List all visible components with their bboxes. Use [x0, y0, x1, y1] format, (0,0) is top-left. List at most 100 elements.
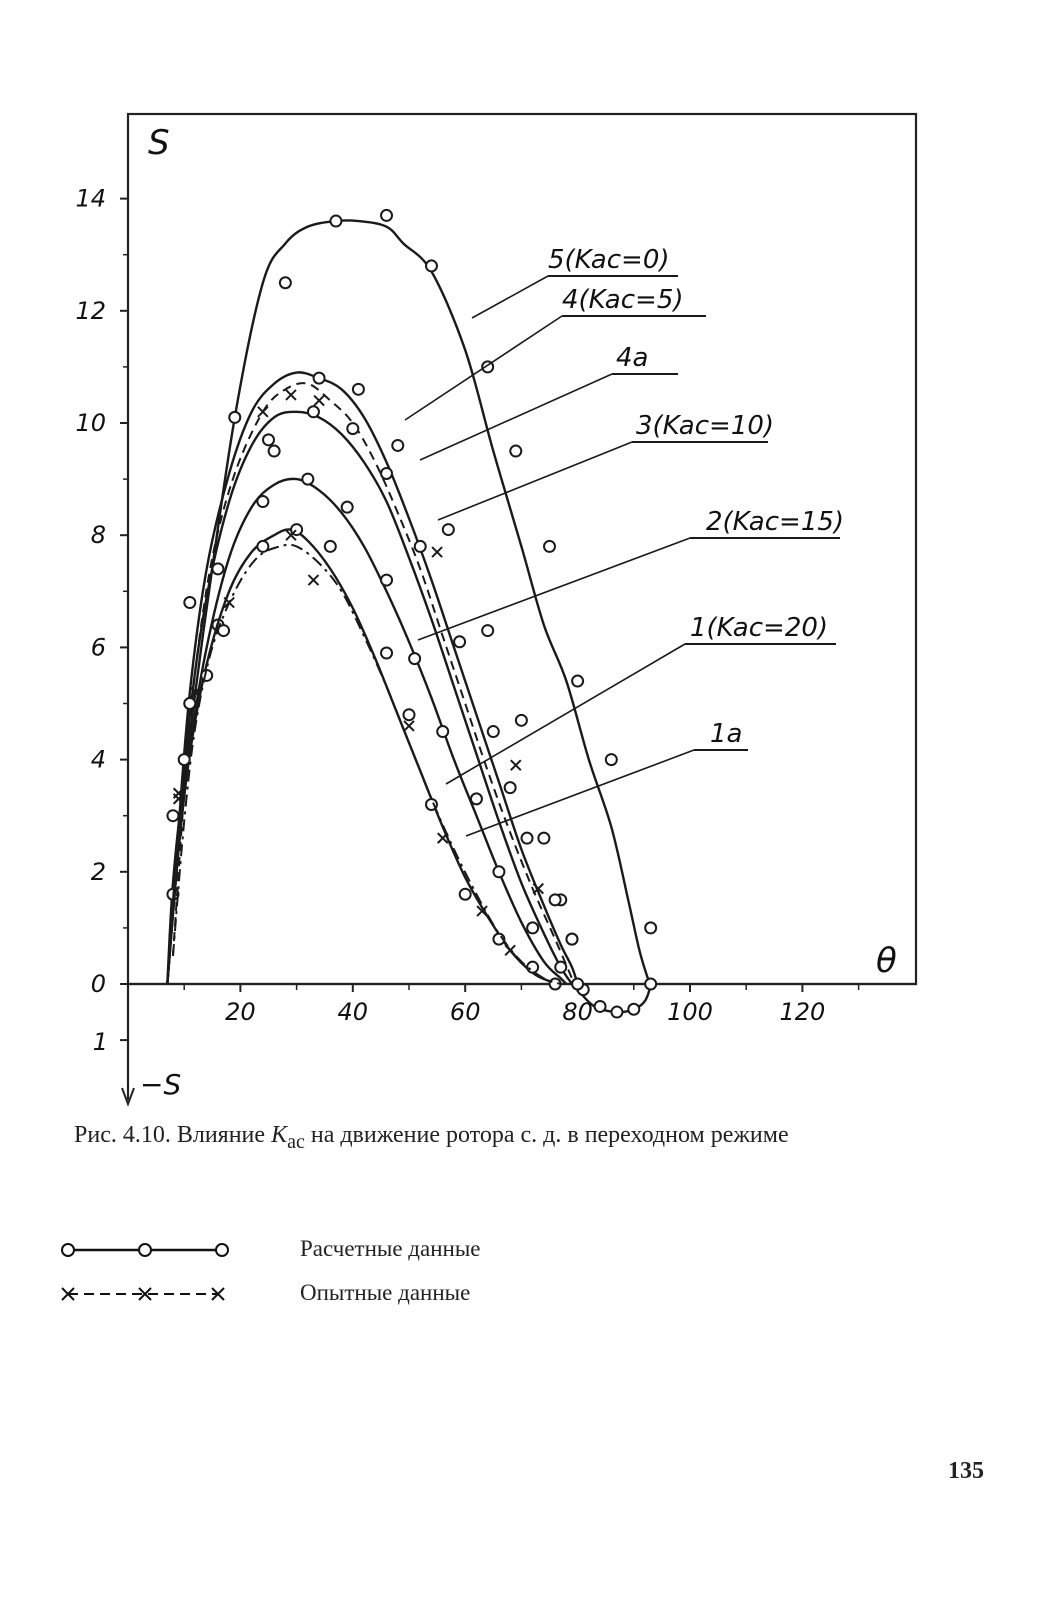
- series-label: 4(Kac=5): [562, 285, 684, 315]
- y-tick-label: 10: [75, 409, 106, 437]
- series-label: 1(Kac=20): [690, 613, 828, 643]
- series-label: 3(Kac=10): [636, 411, 774, 441]
- data-point-circle: [262, 433, 275, 447]
- data-point-circle: [492, 865, 506, 879]
- x-tick-label: 80: [562, 998, 593, 1026]
- data-point-circle: [413, 539, 427, 553]
- legend-computed-label: Расчетные данные: [300, 1236, 481, 1261]
- data-point-cross: [223, 596, 235, 609]
- data-point-cross: [431, 546, 443, 558]
- chart-frame: [121, 112, 918, 1107]
- figure-caption: Рис. 4.10. Влияние Kас на движение ротор…: [74, 1122, 789, 1154]
- data-point-circle: [441, 523, 455, 537]
- series-label: 2(Kac=15): [706, 507, 844, 537]
- data-point-circle: [509, 444, 523, 458]
- series-leader-line: [445, 643, 686, 785]
- data-point-circle: [537, 831, 551, 845]
- series-line: [171, 543, 562, 985]
- cross-dash-icon: [61, 1287, 225, 1301]
- series-label: 4a: [616, 343, 648, 373]
- data-point-circle: [526, 960, 540, 974]
- chart-series: [166, 208, 658, 1019]
- series-leader-line: [419, 373, 613, 461]
- y-tick-label: 0: [91, 970, 106, 998]
- x-tick-label: 20: [225, 998, 256, 1026]
- data-point-circle: [329, 214, 343, 228]
- data-point-circle: [256, 539, 270, 553]
- series-leader-line: [465, 749, 695, 837]
- series-leader-line: [404, 315, 563, 421]
- series-line: [166, 477, 568, 985]
- data-point-cross: [476, 905, 488, 917]
- series-line: [171, 382, 573, 979]
- y-tick-label: 2: [91, 858, 106, 886]
- series-label: 5(Kac=0): [548, 245, 670, 275]
- data-point-circle: [256, 495, 270, 509]
- data-point-circle: [548, 893, 562, 907]
- chart-labels: Sθ −S 5(Kac=0) 4(Kac=5) 4a 3(Kac=10) 2(Kac=15)…: [140, 123, 897, 1101]
- data-point-circle: [380, 573, 394, 587]
- series-leader-line: [437, 441, 633, 521]
- data-point-circle: [458, 887, 472, 901]
- data-point-circle: [481, 624, 495, 638]
- caption-subscript: ас: [287, 1130, 305, 1153]
- y-tick-label: 12: [75, 297, 106, 325]
- data-point-cross: [504, 944, 516, 957]
- data-point-circle: [183, 596, 197, 610]
- x-tick-label: 60: [450, 998, 481, 1026]
- data-point-cross: [285, 389, 297, 401]
- neg-tick-label: 1: [93, 1028, 108, 1056]
- data-point-circle: [346, 422, 360, 436]
- series-line: [166, 219, 652, 1014]
- neg-y-axis-title: −S: [140, 1068, 181, 1101]
- data-point-circle: [351, 382, 365, 396]
- data-point-circle: [380, 646, 394, 660]
- data-point-circle: [306, 405, 320, 419]
- series-label: 1a: [710, 719, 742, 749]
- series-leader-line: [471, 275, 549, 319]
- data-point-cross: [172, 793, 185, 805]
- data-point-circle: [312, 371, 326, 385]
- data-point-circle: [183, 697, 197, 710]
- data-point-circle: [486, 725, 500, 739]
- caption-symbol: K: [271, 1122, 288, 1148]
- data-point-circle: [408, 652, 422, 666]
- data-point-cross: [189, 686, 202, 698]
- y-tick-label: 8: [91, 521, 106, 549]
- data-point-cross: [532, 882, 544, 895]
- data-point-circle: [526, 921, 540, 935]
- data-point-circle: [211, 562, 225, 576]
- data-point-circle: [340, 500, 354, 514]
- data-point-circle: [627, 1002, 641, 1016]
- page-number: 135: [948, 1458, 984, 1484]
- data-point-circle: [554, 960, 568, 974]
- data-point-cross: [285, 529, 297, 541]
- series-line: [166, 371, 579, 985]
- data-point-circle: [453, 635, 467, 649]
- data-point-circle: [380, 208, 394, 222]
- neg-y-arrow-icon: [121, 1087, 135, 1107]
- data-point-circle: [177, 753, 191, 767]
- data-point-circle: [424, 259, 438, 273]
- y-axis-title: S: [148, 123, 170, 163]
- data-point-circle: [436, 725, 450, 739]
- data-point-circle: [391, 438, 405, 452]
- data-point-circle: [323, 539, 337, 553]
- x-axis-title: θ: [876, 941, 897, 981]
- data-point-circle: [565, 932, 579, 946]
- data-point-circle: [520, 831, 534, 845]
- data-point-circle: [228, 410, 242, 424]
- data-point-cross: [403, 720, 415, 732]
- x-tick-label: 40: [338, 998, 369, 1026]
- data-point-cross: [257, 406, 269, 418]
- x-tick-label: 100: [667, 998, 713, 1026]
- data-point-circle: [402, 708, 416, 722]
- data-point-cross: [437, 832, 449, 844]
- data-point-circle: [267, 444, 281, 458]
- y-tick-label: 6: [91, 633, 106, 661]
- y-tick-label: 4: [91, 746, 106, 774]
- data-point-circle: [571, 674, 585, 688]
- data-point-circle: [514, 713, 528, 727]
- data-point-circle: [610, 1005, 624, 1019]
